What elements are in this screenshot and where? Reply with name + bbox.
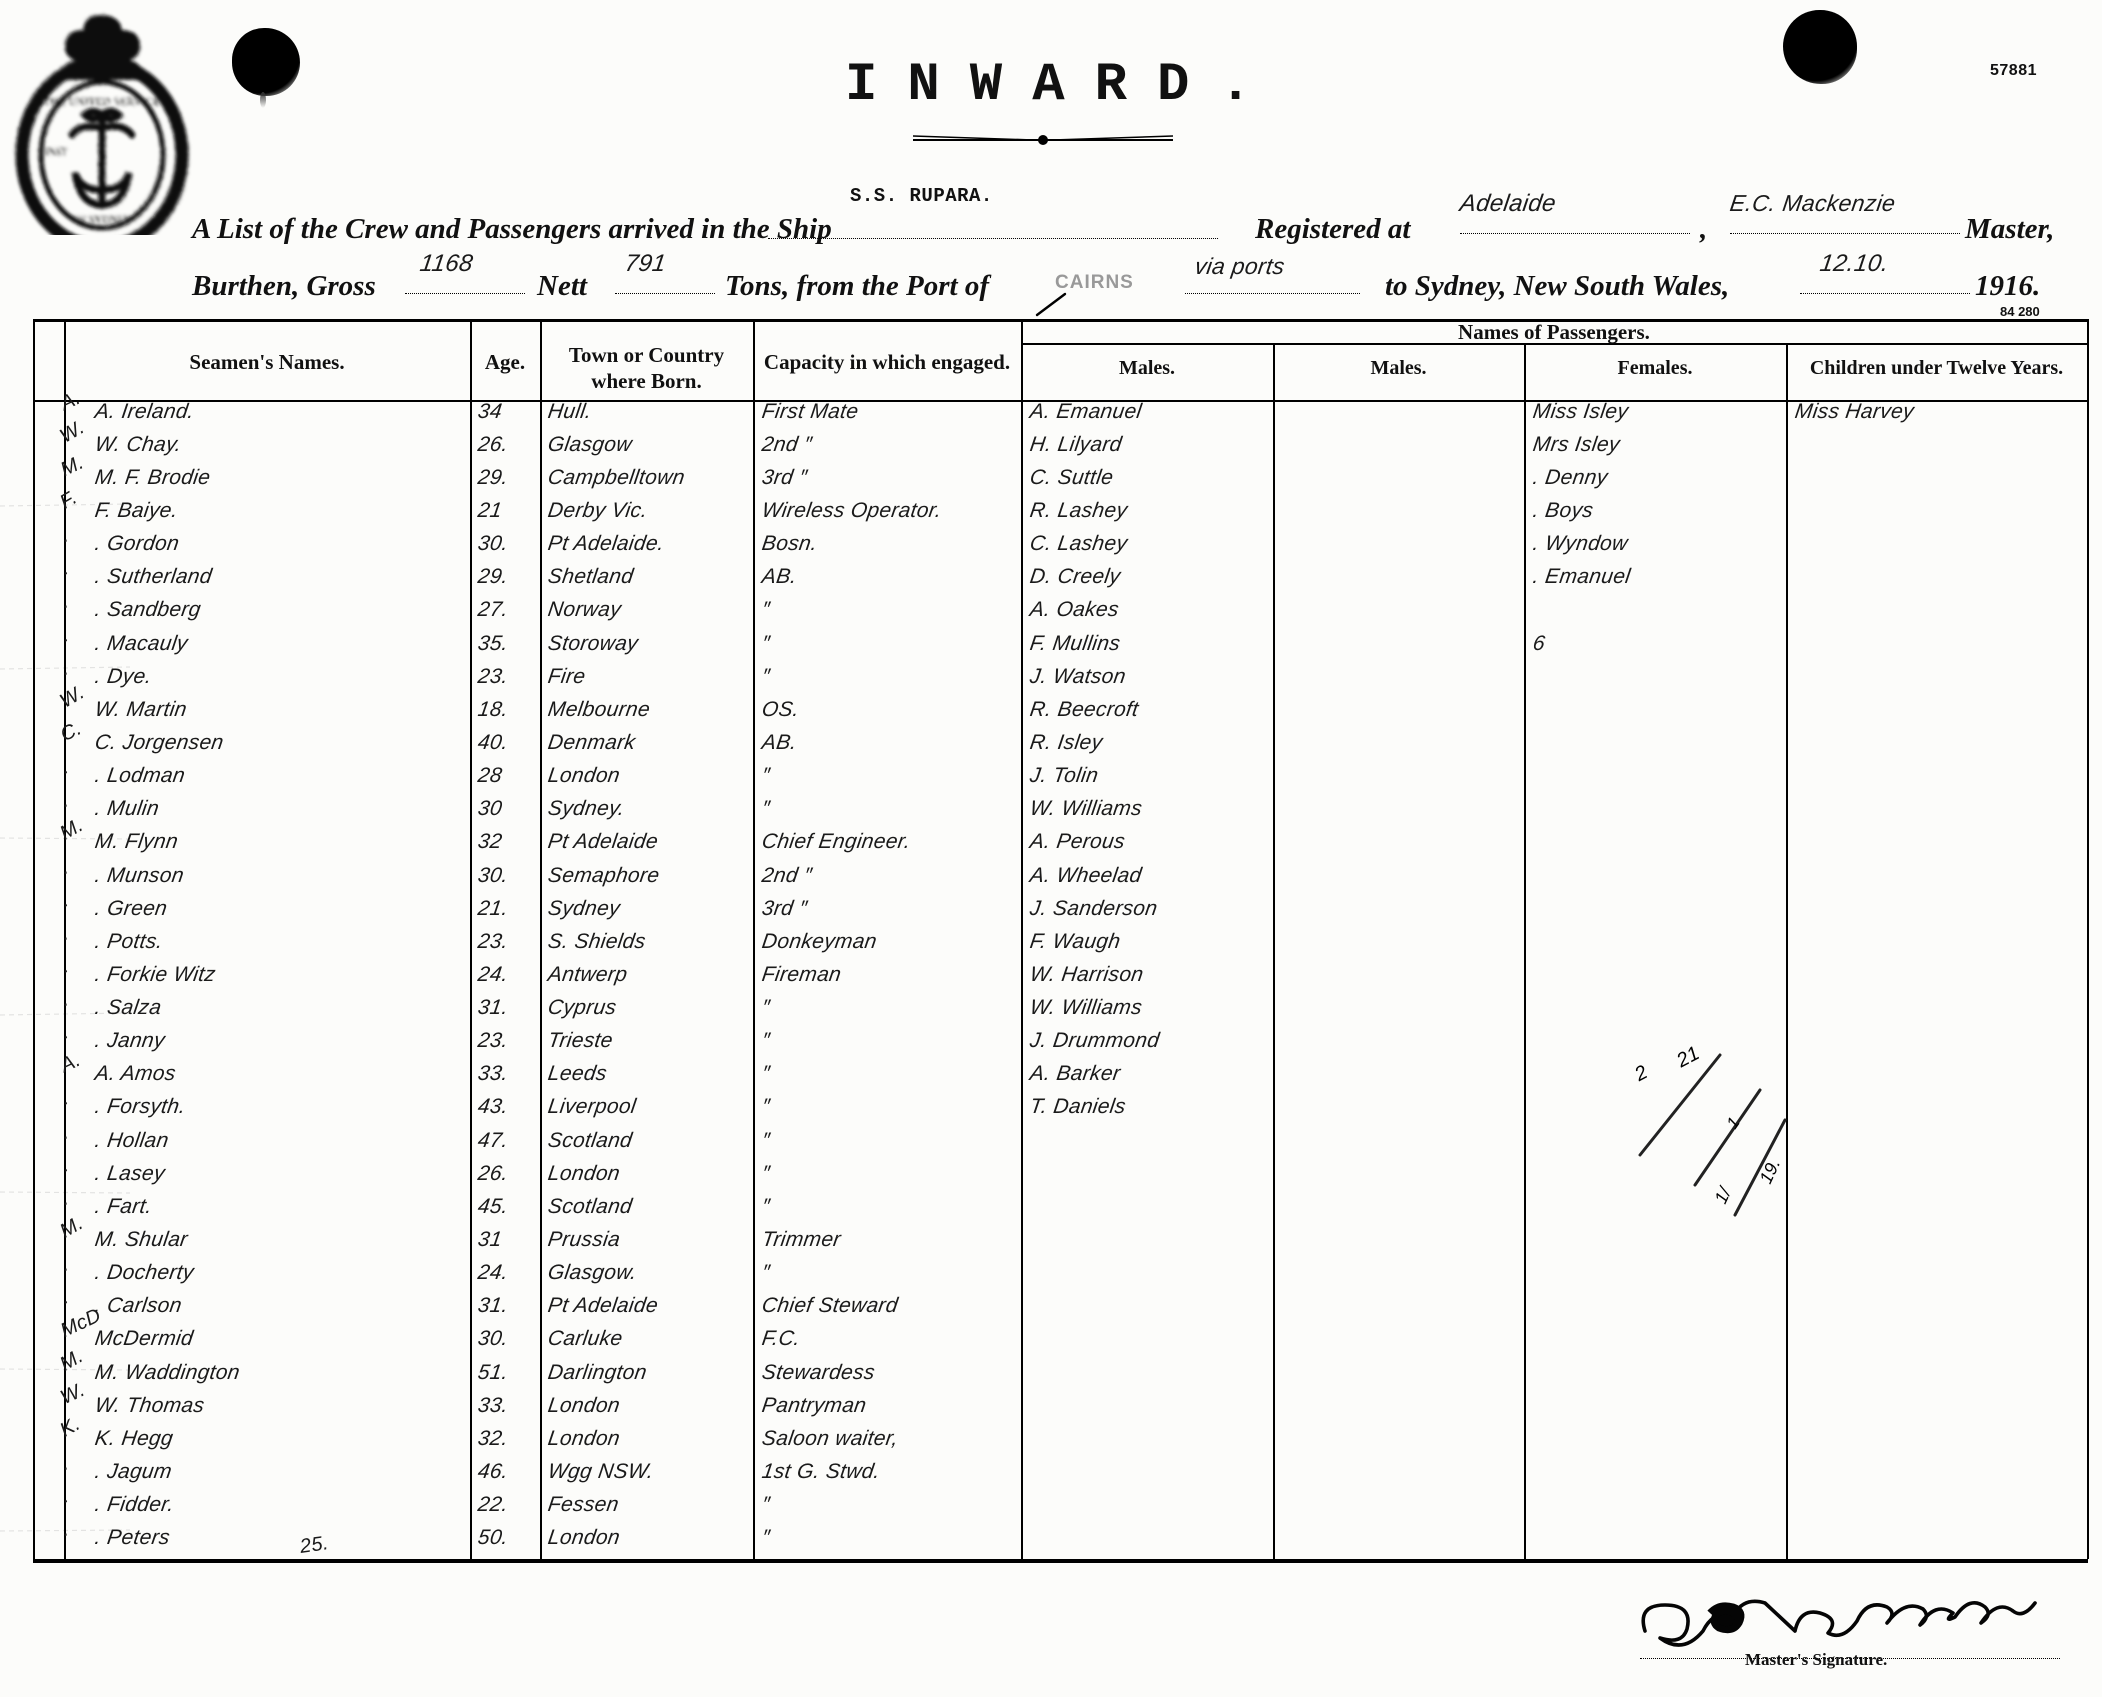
svg-text:19.: 19. [1755, 1156, 1784, 1187]
svg-text:21: 21 [1672, 1042, 1703, 1072]
svg-text:1/: 1/ [1710, 1183, 1735, 1207]
svg-text:2: 2 [1630, 1061, 1651, 1086]
